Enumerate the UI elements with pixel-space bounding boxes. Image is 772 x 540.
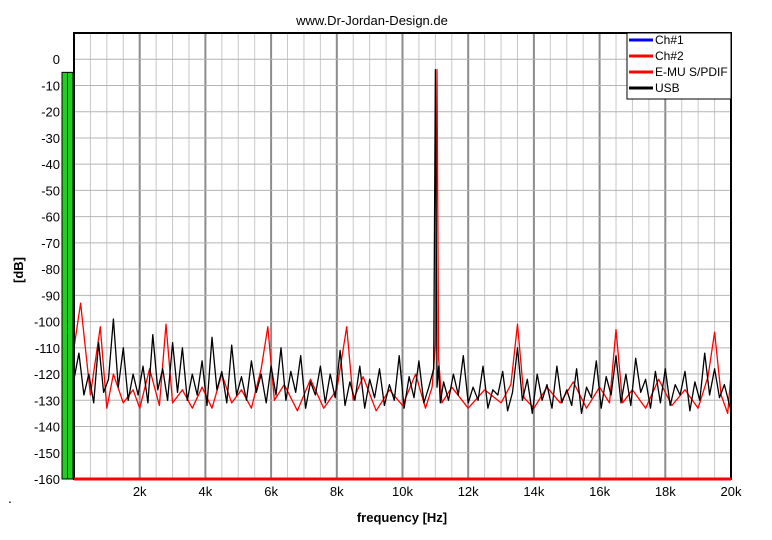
x-tick-label: 14k	[523, 484, 544, 499]
series-line-ch-2	[73, 69, 732, 415]
y-tick-label: -160	[34, 472, 60, 487]
series-line-usb	[73, 69, 732, 415]
y-tick-label: -30	[41, 131, 60, 146]
x-tick-label: 2k	[133, 484, 147, 499]
y-tick-label: -40	[41, 157, 60, 172]
legend-label: Ch#1	[655, 33, 684, 47]
x-tick-label: 10k	[392, 484, 413, 499]
y-tick-label: -150	[34, 446, 60, 461]
corner-dot: .	[8, 490, 12, 506]
y-tick-label: -80	[41, 262, 60, 277]
legend-label: E-MU S/PDIF	[655, 65, 728, 79]
x-tick-label: 16k	[589, 484, 610, 499]
y-tick-label: -70	[41, 236, 60, 251]
y-tick-label: -110	[35, 341, 60, 356]
x-tick-label: 8k	[330, 484, 344, 499]
y-axis-label: [dB]	[11, 257, 26, 283]
y-tick-label: -90	[41, 288, 60, 303]
y-tick-labels: 0 -10 -20 -30 -40 -50 -60 -70 -80 -90 -100 -110 -120…	[34, 52, 60, 487]
x-tick-label: 18k	[655, 484, 676, 499]
x-tick-label: 4k	[199, 484, 213, 499]
legend-label: Ch#2	[655, 49, 684, 63]
y-tick-label: -120	[34, 367, 60, 382]
y-tick-label: -10	[41, 78, 60, 93]
x-axis-label: frequency [Hz]	[357, 510, 447, 525]
y-tick-label: -130	[34, 393, 60, 408]
y-tick-label: -140	[34, 420, 60, 435]
legend: Ch#1 Ch#2 E-MU S/PDIF USB	[626, 32, 732, 100]
y-tick-label: -50	[41, 183, 60, 198]
y-tick-label: -60	[41, 210, 60, 225]
legend-entries: Ch#1 Ch#2 E-MU S/PDIF USB	[629, 33, 728, 95]
y-tick-label: -100	[34, 315, 60, 330]
grid-lines	[74, 33, 731, 479]
chart-title: www.Dr-Jordan-Design.de	[295, 13, 448, 28]
x-tick-labels: 2k 4k 6k 8k 10k 12k 14k 16k 18k 20k	[133, 484, 742, 499]
x-tick-label: 12k	[458, 484, 479, 499]
series-layer	[73, 69, 732, 415]
x-tick-label: 6k	[264, 484, 278, 499]
y-tick-label: 0	[53, 52, 60, 67]
y-tick-label: -20	[41, 105, 60, 120]
level-meter	[61, 71, 74, 480]
x-tick-label: 20k	[721, 484, 742, 499]
legend-label: USB	[655, 81, 680, 95]
